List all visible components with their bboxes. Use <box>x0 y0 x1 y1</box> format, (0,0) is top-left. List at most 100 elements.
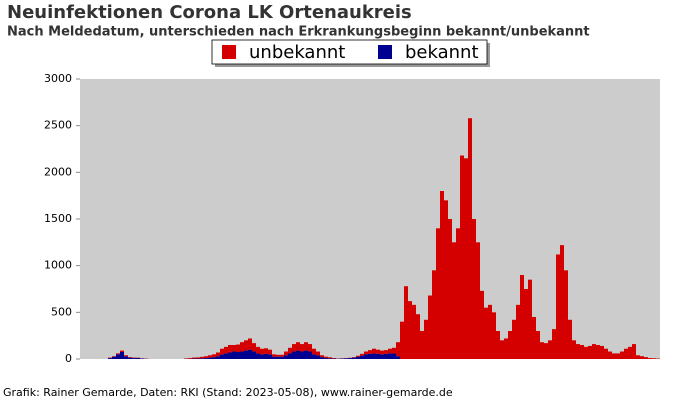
bar <box>652 358 656 359</box>
bar <box>344 358 348 359</box>
y-tick-label: 1000 <box>44 259 72 272</box>
bar <box>208 357 212 359</box>
bar <box>548 340 552 359</box>
bar <box>304 350 308 359</box>
bar <box>452 242 456 359</box>
bar <box>208 355 212 358</box>
bar <box>212 354 216 358</box>
bar <box>228 352 232 359</box>
bar <box>224 346 228 354</box>
bar <box>388 348 392 354</box>
bar <box>388 353 392 359</box>
bar <box>328 358 332 359</box>
bar <box>492 312 496 359</box>
bar <box>284 355 288 359</box>
bar <box>616 353 620 359</box>
bar <box>528 279 532 359</box>
bar <box>108 358 112 359</box>
bar <box>404 286 408 359</box>
bar <box>232 345 236 352</box>
bar <box>552 329 556 359</box>
y-tick-label: 3000 <box>44 72 72 85</box>
bar <box>384 353 388 359</box>
bar <box>524 289 528 359</box>
legend-box <box>211 39 488 65</box>
bar <box>592 344 596 359</box>
bar <box>316 355 320 359</box>
bar <box>112 356 116 359</box>
bar <box>192 357 196 359</box>
bar <box>260 354 264 359</box>
chart-title: Neuinfektionen Corona LK Ortenaukreis <box>7 2 412 23</box>
bar <box>124 355 128 357</box>
bar <box>236 352 240 359</box>
bar <box>512 319 516 359</box>
bar <box>604 348 608 359</box>
bar <box>120 352 124 359</box>
bar <box>640 356 644 359</box>
footer: Grafik: Rainer Gemarde, Daten: RKI (Stan… <box>3 386 453 399</box>
bar <box>360 353 364 356</box>
bar <box>504 338 508 359</box>
bar <box>576 344 580 359</box>
bar <box>288 347 292 354</box>
y-tick-label: 2000 <box>44 165 72 178</box>
chart-subtitle: Nach Meldedatum, unterschieden nach Erkr… <box>7 25 590 40</box>
bar <box>536 331 540 359</box>
y-tick-label: 2500 <box>44 119 72 132</box>
bar <box>564 270 568 359</box>
bar <box>200 356 204 359</box>
bar <box>580 345 584 359</box>
bar <box>496 331 500 359</box>
bar <box>560 245 564 359</box>
bar <box>204 356 208 359</box>
bar <box>568 319 572 359</box>
bar <box>280 356 284 359</box>
bar <box>612 353 616 359</box>
bar <box>132 358 136 359</box>
bar <box>228 345 232 353</box>
bar <box>248 338 252 350</box>
bar <box>316 351 320 356</box>
bar <box>248 349 252 359</box>
bar <box>648 358 652 359</box>
bar <box>196 357 200 359</box>
bar <box>304 342 308 351</box>
bar <box>556 254 560 359</box>
bar <box>244 350 248 359</box>
bar <box>608 351 612 359</box>
legend-label: unbekannt <box>249 42 345 63</box>
bar <box>516 304 520 359</box>
legend-label: bekannt <box>405 42 479 63</box>
bar <box>432 270 436 359</box>
bar <box>252 343 256 352</box>
bar <box>412 304 416 359</box>
bar <box>396 356 400 359</box>
bar <box>620 351 624 359</box>
bar <box>300 344 304 352</box>
bar <box>244 340 248 351</box>
bar <box>372 353 376 359</box>
legend-swatch <box>378 45 392 59</box>
bar <box>484 307 488 359</box>
bar <box>448 219 452 359</box>
bar <box>544 343 548 359</box>
bar <box>216 356 220 359</box>
bar <box>256 346 260 354</box>
y-tick-label: 1500 <box>44 212 72 225</box>
bar <box>352 357 356 359</box>
bar <box>224 353 228 359</box>
bar <box>376 353 380 359</box>
bar <box>444 200 448 359</box>
bar <box>400 321 404 359</box>
bar <box>204 358 208 359</box>
bar <box>584 346 588 359</box>
bar <box>624 348 628 359</box>
bar <box>220 354 224 359</box>
bar <box>292 351 296 359</box>
bar <box>440 191 444 359</box>
bar <box>256 353 260 359</box>
bar <box>368 353 372 359</box>
bar <box>532 317 536 359</box>
